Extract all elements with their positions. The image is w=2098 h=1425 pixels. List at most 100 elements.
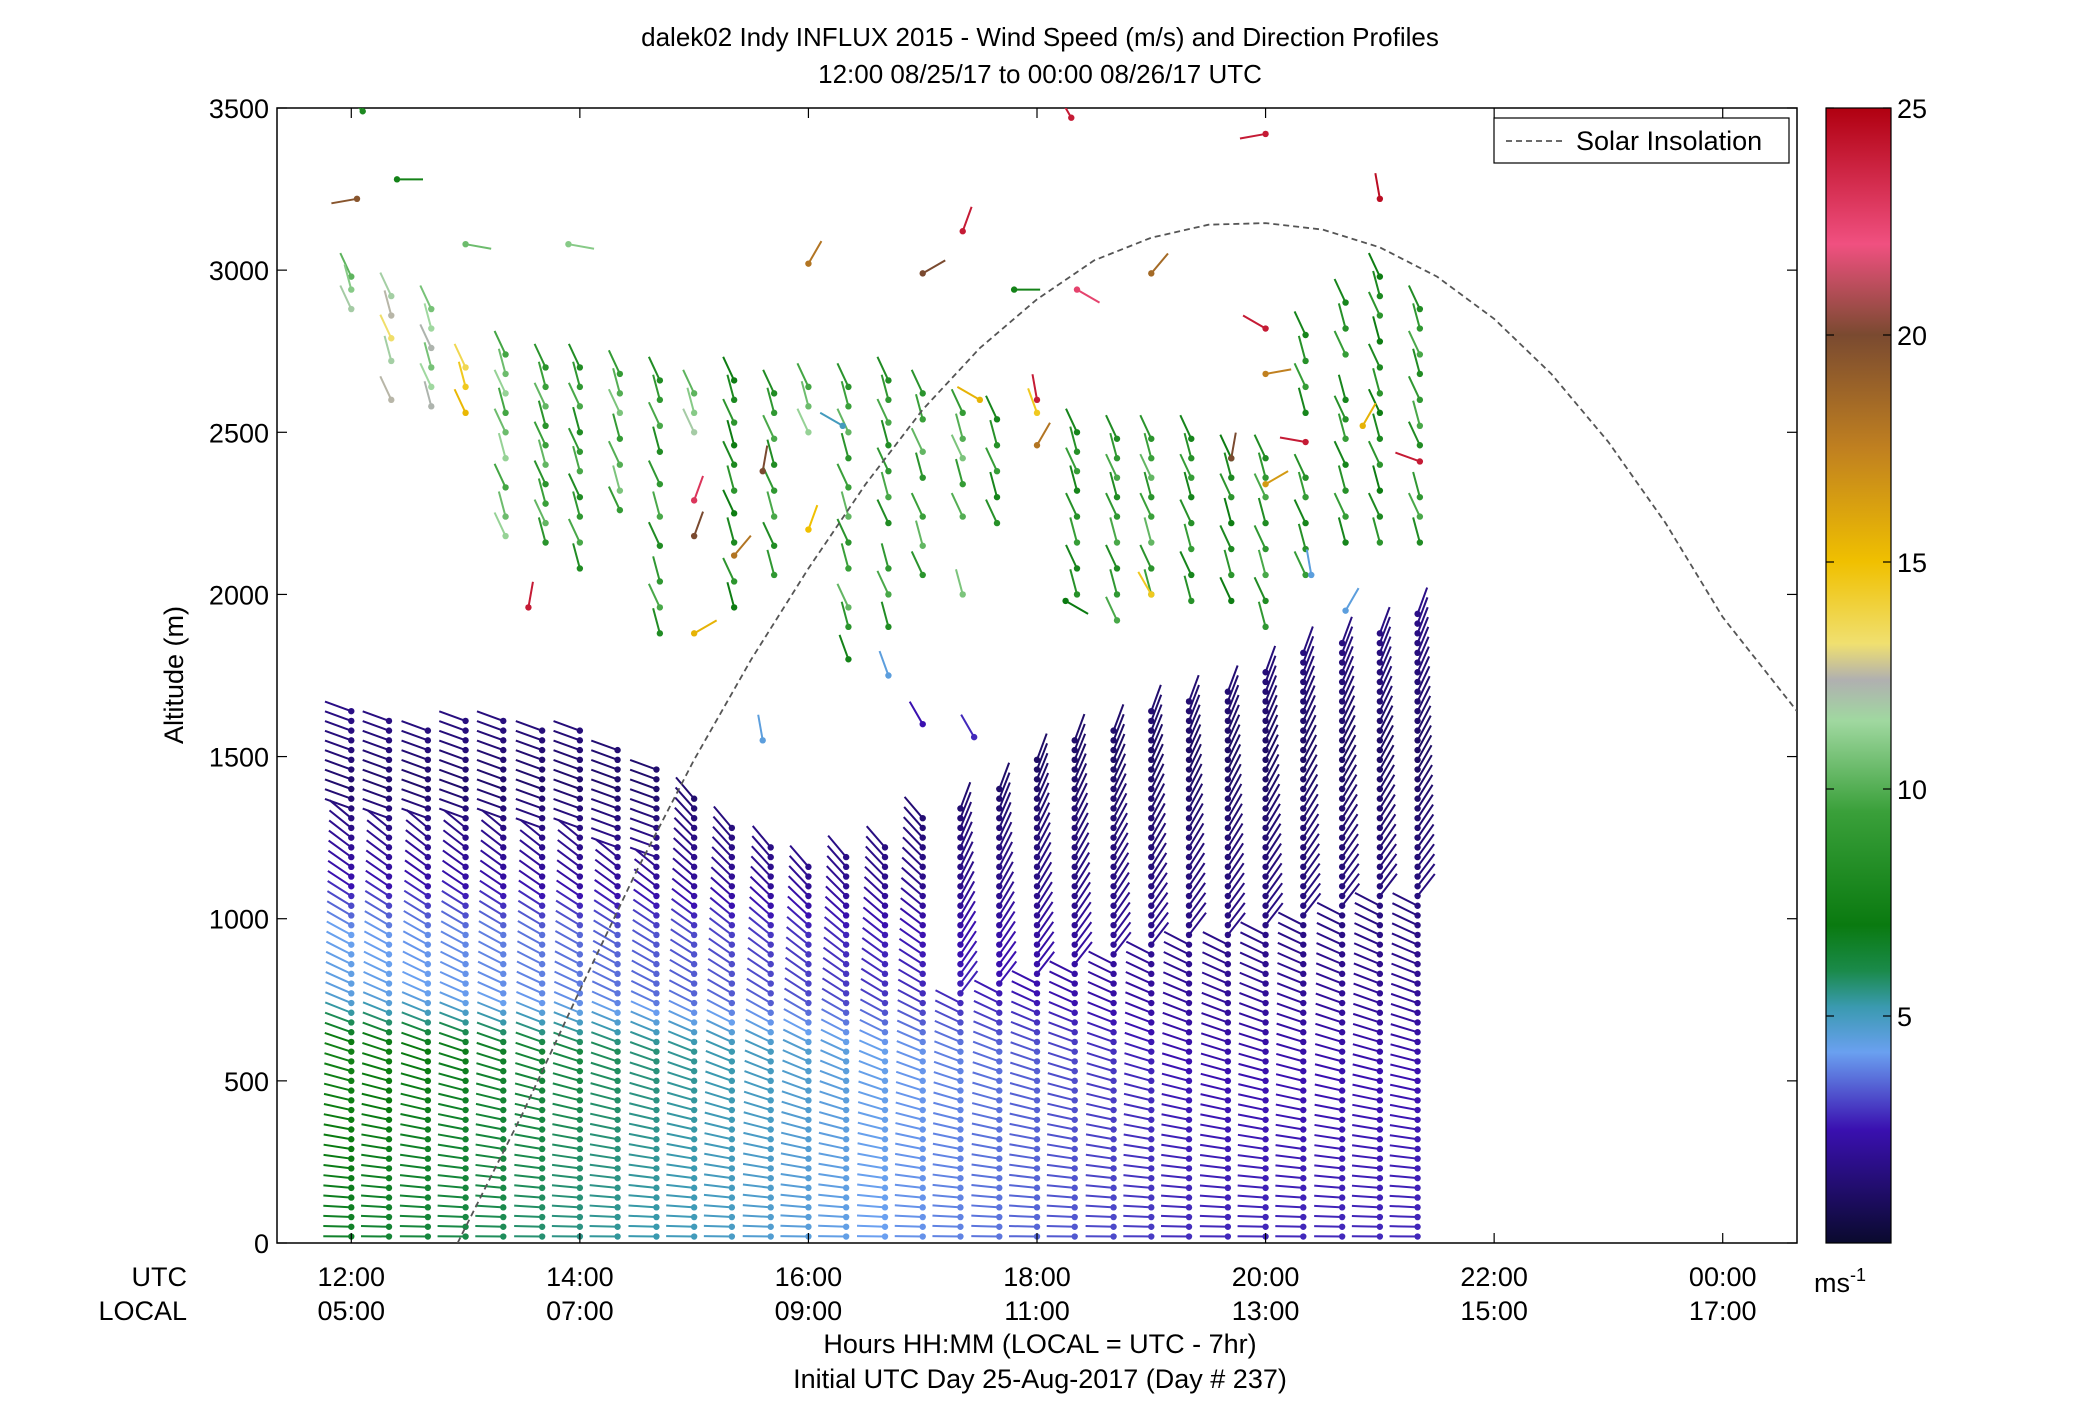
wind-barb-dot [1071, 1087, 1078, 1094]
wind-barb-dot [424, 980, 432, 987]
wind-barb-dot [1185, 1145, 1193, 1153]
wind-barb-dot [500, 883, 507, 890]
wind-barb-dot [1338, 669, 1346, 676]
wind-barb [362, 991, 393, 1007]
wind-barb [1185, 812, 1204, 841]
wind-barb [633, 888, 660, 909]
wind-barb-dot [1228, 474, 1235, 481]
wind-barb-dot [428, 364, 435, 371]
wind-barb [404, 839, 432, 861]
wind-barb [517, 899, 546, 919]
wind-barb [552, 1123, 584, 1133]
wind-barb-shaft [751, 825, 772, 849]
wind-barb-dot [1338, 1223, 1346, 1230]
wind-barb-dot [842, 1155, 850, 1162]
wind-barb [782, 1059, 812, 1075]
wind-barb-dot [767, 960, 774, 968]
wind-barb-dot [1033, 990, 1041, 997]
wind-barb [1125, 991, 1155, 1007]
wind-barb-dot [538, 902, 546, 909]
wind-barb [629, 817, 660, 832]
wind-barb [1123, 1233, 1155, 1240]
wind-barb-shaft [1125, 971, 1152, 985]
wind-barb [402, 950, 432, 968]
wind-barb [780, 1213, 812, 1221]
wind-barb-dot [1414, 688, 1421, 695]
wind-barb-dot [1071, 990, 1078, 997]
wind-barb-dot [996, 1077, 1003, 1085]
wind-barb-shaft [629, 1081, 657, 1092]
wind-barb-shaft [437, 1143, 466, 1150]
wind-barb [477, 950, 507, 968]
wind-barb-shaft [1112, 872, 1130, 897]
wind-barb [1162, 1032, 1193, 1046]
wind-barb-shaft [328, 819, 352, 839]
wind-barb-shaft [818, 1142, 847, 1150]
wind-barb-dot [842, 970, 850, 978]
wind-barb-dot [653, 814, 660, 822]
wind-barb-dot [1338, 999, 1346, 1007]
wind-barb-shaft [780, 1142, 809, 1150]
wind-barb-shaft [518, 869, 543, 888]
wind-barb-dot [957, 1019, 964, 1026]
wind-barb-dot [1148, 1233, 1155, 1240]
wind-barb [895, 1111, 926, 1123]
wind-barb-shaft [827, 835, 847, 858]
wind-barb [589, 1204, 621, 1211]
wind-barb-shaft [438, 1021, 466, 1034]
wind-barb [440, 940, 469, 958]
wind-barb-shaft [1199, 1225, 1228, 1228]
wind-barb-dot [614, 951, 621, 958]
wind-barb-dot [576, 853, 584, 861]
wind-barb-dot [614, 1204, 621, 1211]
wind-barb-shaft [673, 837, 695, 858]
wind-barb-shaft [932, 1173, 961, 1180]
wind-barb-dot [1300, 698, 1307, 705]
wind-barb-shaft [556, 849, 581, 868]
wind-barb-dot [1224, 873, 1232, 880]
wind-barb-dot [1338, 863, 1346, 871]
wind-barb-dot [424, 737, 432, 744]
wind-barb-shaft [555, 920, 581, 936]
wind-barb-shaft [959, 880, 976, 907]
wind-barb [475, 1123, 507, 1133]
wind-barb-shaft [593, 889, 619, 907]
wind-barb-dot [1376, 951, 1384, 958]
wind-barb-dot [805, 912, 812, 919]
wind-barb-dot [919, 951, 926, 958]
wind-barb-dot [690, 429, 698, 436]
wind-barb-dot [1071, 922, 1078, 929]
wind-barb-dot [424, 951, 432, 958]
wind-barb-dot [1414, 630, 1421, 637]
wind-barb-dot [348, 824, 355, 832]
wind-barb-dot [957, 970, 964, 978]
wind-barb [898, 968, 926, 987]
wind-barb-dot [538, 1009, 546, 1016]
wind-barb-dot [842, 1233, 850, 1240]
wind-barb [438, 788, 469, 802]
wind-barb-dot [500, 785, 507, 793]
wind-barb-dot [996, 970, 1003, 978]
wind-barb-dot [1224, 707, 1232, 715]
wind-barb-shaft [819, 1100, 847, 1111]
wind-barb-dot [1262, 922, 1269, 929]
wind-barb-shaft [362, 710, 390, 722]
wind-barb-dot [1185, 1136, 1193, 1143]
wind-barb-shaft [441, 879, 467, 897]
wind-barb [323, 1103, 355, 1114]
wind-barb-shaft [959, 900, 976, 926]
wind-barb-shaft [590, 836, 618, 849]
wind-barb-dot [653, 776, 660, 783]
wind-barb [1011, 990, 1041, 1007]
wind-barb-dot [614, 1223, 621, 1230]
wind-barb [1047, 1082, 1078, 1094]
wind-barb-shaft [998, 792, 1012, 819]
wind-barb-shaft [1047, 1041, 1076, 1053]
wind-barb-shaft [362, 788, 390, 800]
wind-barb-dot [1338, 853, 1346, 861]
wind-barb-dot [919, 1067, 926, 1075]
wind-barb [1033, 841, 1052, 871]
wind-barb [514, 1133, 546, 1143]
wind-barb-dot [1148, 1174, 1155, 1182]
wind-barb-shaft [1150, 872, 1168, 897]
